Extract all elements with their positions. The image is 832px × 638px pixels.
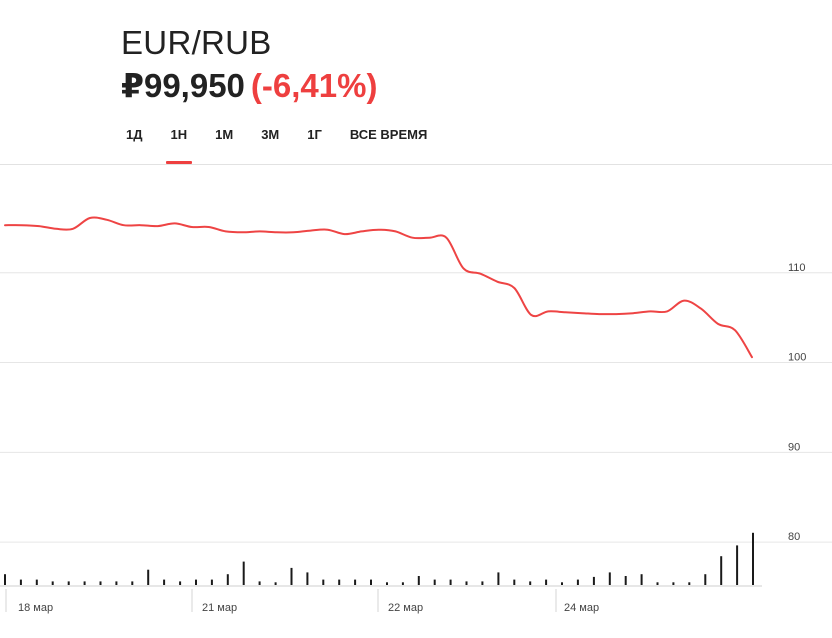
volume-bar (290, 567, 293, 585)
pair-title: EUR/RUB (121, 24, 272, 61)
volume-bar (51, 581, 54, 585)
volume-bar (529, 581, 532, 585)
tab-1d[interactable]: 1Д (126, 127, 143, 142)
period-tabs: 1Д 1Н 1М 3М 1Г ВСЕ ВРЕМЯ (112, 126, 441, 164)
volume-bar (545, 579, 548, 585)
volume-bar (465, 581, 468, 585)
volume-bar (4, 574, 6, 585)
volume-bar (115, 581, 118, 585)
price-row: ₽99,950 (-6,41%) (121, 66, 377, 105)
volume-bar (370, 579, 372, 585)
price-chart: 80 90 100 110 18 мар 21 мар 22 мар 24 мар (0, 216, 832, 614)
volume-bar (242, 561, 245, 585)
x-tick-label: 18 мар (18, 602, 53, 614)
y-tick-label: 110 (788, 262, 806, 274)
volume-bar (752, 532, 754, 585)
x-tick-label: 24 мар (564, 602, 599, 614)
volume-bar (688, 582, 691, 585)
volume-bar (576, 579, 579, 585)
volume-bar (258, 581, 261, 585)
volume-bar (163, 579, 166, 585)
tab-1w[interactable]: 1Н (157, 126, 202, 164)
volume-bar (449, 579, 452, 585)
volume-bar (736, 545, 739, 585)
volume-bar (19, 579, 22, 585)
tab-3m[interactable]: 3М (261, 127, 280, 142)
volume-bar (131, 581, 134, 585)
volume-bar (592, 576, 595, 585)
x-tick-label: 21 мар (202, 602, 237, 614)
y-tick-label: 100 (788, 352, 806, 364)
volume-bar (354, 579, 357, 585)
volume-bar (720, 556, 723, 585)
volume-bar (147, 569, 150, 585)
volume-bar (83, 581, 86, 585)
volume-bar (195, 579, 197, 585)
volume-bar (497, 572, 500, 585)
divider (0, 164, 832, 165)
x-tick-label: 22 мар (388, 602, 423, 614)
volume-bar (704, 574, 707, 585)
volume-bar (210, 579, 213, 585)
volume-bar (386, 582, 388, 585)
volume-bar (322, 579, 325, 585)
current-price: ₽99,950 (121, 67, 245, 104)
volume-bar (672, 582, 675, 585)
volume-bar (338, 579, 341, 585)
volume-bar (306, 572, 309, 585)
volume-bar (179, 581, 182, 585)
volume-bar (561, 582, 563, 585)
volume-bar (608, 572, 611, 585)
y-tick-label: 80 (788, 531, 800, 543)
volume-bar (640, 574, 643, 585)
volume-bar (67, 581, 70, 585)
y-tick-label: 90 (788, 441, 800, 453)
tab-1y[interactable]: 1Г (307, 127, 322, 142)
volume-bar (226, 574, 229, 585)
price-change: (-6,41%) (250, 67, 378, 104)
volume-bar (624, 576, 627, 585)
volume-bar (99, 581, 102, 585)
volume-bar (35, 579, 38, 585)
volume-bar (401, 582, 404, 585)
volume-bar (481, 581, 484, 585)
volume-bar (513, 579, 516, 585)
volume-bar (656, 582, 659, 585)
price-line (4, 216, 753, 359)
tab-1m[interactable]: 1М (215, 127, 234, 142)
volume-bar (417, 576, 420, 585)
tab-all-time[interactable]: ВСЕ ВРЕМЯ (349, 127, 428, 142)
volume-bar (274, 582, 277, 585)
volume-bar (433, 579, 436, 585)
